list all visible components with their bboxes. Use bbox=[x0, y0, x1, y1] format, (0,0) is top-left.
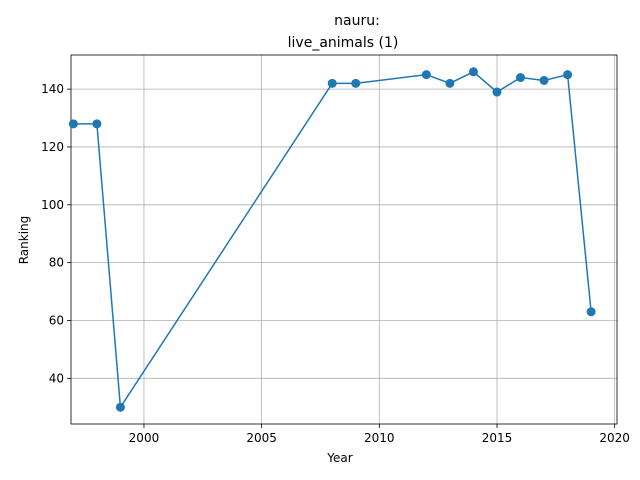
data-point bbox=[586, 307, 596, 317]
data-point bbox=[327, 78, 337, 88]
y-tick-label: 100 bbox=[41, 198, 64, 212]
x-tick-label: 2020 bbox=[599, 431, 630, 445]
data-point bbox=[351, 78, 361, 88]
x-tick-label: 2015 bbox=[482, 431, 513, 445]
data-point bbox=[492, 87, 502, 97]
x-tick-label: 2000 bbox=[129, 431, 160, 445]
chart-title-line1: nauru: bbox=[334, 13, 380, 29]
data-point bbox=[445, 78, 455, 88]
data-point bbox=[539, 75, 549, 85]
y-tick-label: 120 bbox=[41, 140, 64, 154]
y-axis-label: Ranking bbox=[17, 216, 31, 265]
data-point bbox=[516, 73, 526, 83]
ticks-layer: 2000 2005 2010 2015 2020 40 60 80 100 120 140 bbox=[41, 82, 630, 445]
y-tick-label: 60 bbox=[49, 313, 64, 327]
plot-area-frame bbox=[70, 54, 618, 425]
y-tick-label: 80 bbox=[49, 256, 64, 270]
y-tick-label: 140 bbox=[41, 82, 64, 96]
data-point bbox=[563, 70, 573, 80]
data-point bbox=[92, 119, 102, 129]
series-layer bbox=[68, 67, 596, 412]
grid-layer bbox=[71, 55, 617, 424]
data-point bbox=[421, 70, 431, 80]
y-tick-label: 40 bbox=[49, 371, 64, 385]
data-point bbox=[68, 119, 78, 129]
x-tick-label: 2010 bbox=[364, 431, 395, 445]
series-line bbox=[73, 70, 592, 410]
x-axis-label: Year bbox=[326, 451, 352, 465]
data-point bbox=[468, 67, 478, 77]
x-tick-label: 2005 bbox=[246, 431, 277, 445]
data-point bbox=[115, 402, 125, 412]
chart-title-line2: live_animals (1) bbox=[288, 35, 399, 51]
